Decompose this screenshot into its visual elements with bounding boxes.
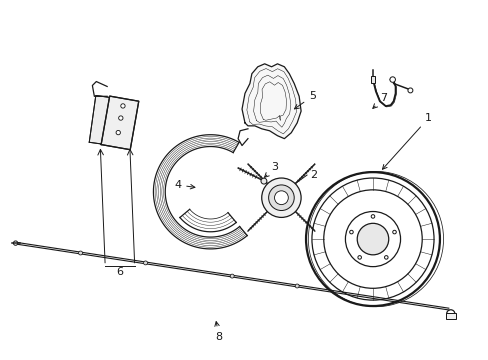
Text: 7: 7: [372, 93, 386, 108]
Circle shape: [119, 116, 122, 120]
Circle shape: [349, 230, 352, 234]
Circle shape: [230, 274, 234, 278]
Circle shape: [261, 178, 266, 184]
Circle shape: [392, 230, 395, 234]
Circle shape: [389, 77, 395, 82]
Circle shape: [357, 256, 361, 259]
Circle shape: [116, 130, 120, 135]
Text: 4: 4: [174, 180, 195, 190]
Circle shape: [13, 241, 18, 245]
Text: 6: 6: [116, 266, 123, 276]
Text: 8: 8: [214, 321, 222, 342]
Text: 2: 2: [309, 170, 316, 180]
Text: 1: 1: [382, 113, 431, 169]
Circle shape: [268, 185, 294, 211]
Circle shape: [121, 104, 125, 108]
Bar: [370, 76, 375, 82]
Polygon shape: [89, 95, 125, 147]
Bar: [445, 313, 455, 319]
Circle shape: [274, 191, 288, 204]
Text: 3: 3: [264, 162, 278, 177]
Circle shape: [79, 251, 82, 255]
Polygon shape: [101, 96, 139, 150]
Circle shape: [143, 261, 147, 265]
Circle shape: [357, 223, 388, 255]
Circle shape: [295, 284, 299, 288]
Circle shape: [261, 178, 301, 217]
Circle shape: [407, 88, 412, 93]
Circle shape: [384, 256, 387, 259]
Circle shape: [370, 215, 374, 218]
Text: 5: 5: [294, 91, 315, 109]
Polygon shape: [242, 64, 301, 139]
